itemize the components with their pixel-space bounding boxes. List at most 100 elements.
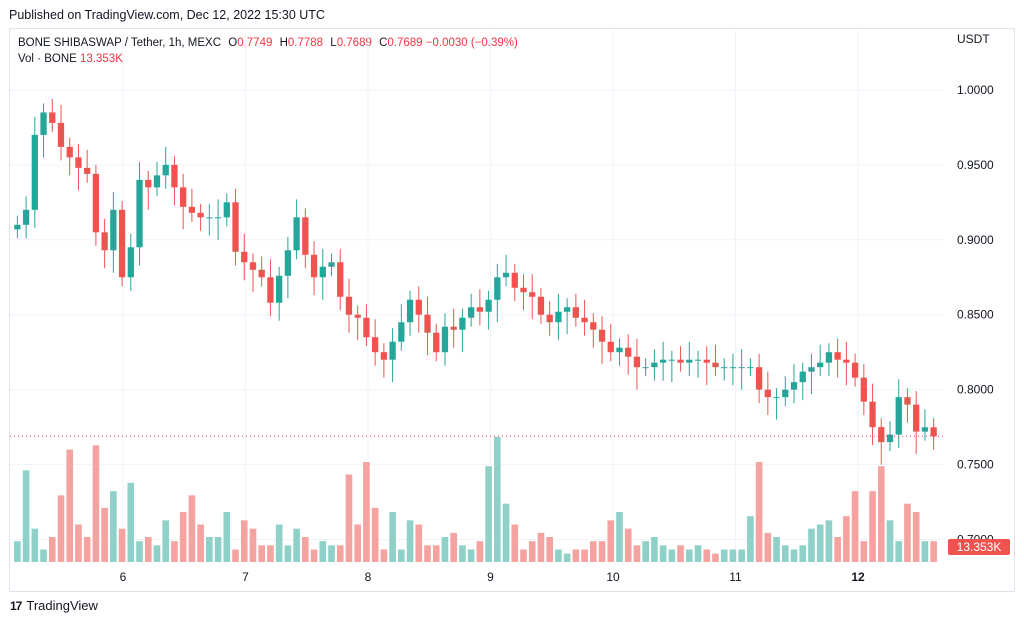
volume-bar: [31, 528, 39, 562]
candle-body: [834, 352, 841, 360]
volume-bar: [546, 537, 553, 562]
candle-body: [677, 359, 684, 363]
candle-body: [84, 167, 91, 174]
volume-bar: [816, 524, 824, 562]
candle-body: [563, 307, 571, 312]
candle-body: [380, 352, 388, 360]
candle-body: [790, 382, 798, 390]
x-tick-label: 12: [851, 570, 865, 584]
candle-body: [860, 377, 867, 402]
x-tick-label: 6: [120, 570, 127, 584]
candle-body: [363, 317, 370, 338]
candle-body: [232, 202, 239, 252]
volume-bar: [136, 541, 143, 562]
volume-bar: [677, 545, 684, 562]
candle-body: [755, 367, 763, 390]
volume-bar: [930, 541, 937, 562]
candle-body: [851, 362, 859, 378]
candle-body: [633, 356, 641, 368]
volume-label[interactable]: Vol · BONE: [18, 53, 77, 65]
candle-body: [694, 359, 702, 361]
volume-bar: [40, 549, 47, 562]
volume-bar: [171, 541, 178, 562]
volume-bar: [214, 537, 222, 562]
volume-bar: [240, 520, 248, 562]
volume-bar: [843, 516, 850, 562]
candle-body: [92, 173, 100, 233]
candle-body: [441, 326, 449, 353]
chart-frame[interactable]: [9, 28, 1015, 592]
candle-body: [703, 359, 710, 363]
currency-label: USDT: [957, 32, 990, 46]
candle-body: [930, 427, 937, 437]
candle-body: [782, 389, 789, 398]
candle-body: [354, 314, 361, 318]
volume-bar: [616, 512, 623, 562]
candle-body: [293, 217, 300, 251]
volume-bar: [162, 520, 170, 562]
y-tick-label: 0.9000: [957, 233, 994, 247]
volume-bar: [485, 466, 492, 562]
y-tick-label: 0.8000: [957, 383, 994, 397]
x-tick-label: 11: [729, 570, 742, 584]
volume-bar: [563, 553, 571, 562]
candle-body: [799, 371, 806, 383]
high-key: H: [279, 37, 288, 49]
volume-bar: [720, 549, 728, 562]
tradingview-logo[interactable]: 17 TradingView: [10, 598, 98, 613]
volume-bar: [284, 545, 292, 562]
volume-bar: [92, 445, 100, 562]
volume-bar: [494, 437, 501, 562]
volume-bar: [537, 532, 545, 562]
candle-body: [476, 307, 484, 312]
volume-bar: [127, 482, 135, 562]
candle-body: [415, 299, 422, 315]
candle-body: [171, 164, 178, 188]
open-key: O: [228, 37, 238, 49]
candle-body: [485, 299, 492, 312]
candle-body: [258, 269, 265, 278]
volume-bar: [502, 503, 510, 562]
volume-bar: [703, 549, 711, 562]
candle-body: [389, 341, 396, 360]
volume-bar: [764, 532, 772, 562]
volume-bar: [729, 549, 737, 562]
volume-bar: [371, 507, 379, 562]
candle-body: [66, 146, 73, 158]
candle-body: [310, 254, 318, 278]
volume-bar: [354, 524, 362, 562]
candle-body: [616, 347, 623, 353]
candle-body: [572, 307, 579, 318]
candle-body: [729, 367, 737, 369]
volume-bar: [755, 462, 763, 562]
volume-bar: [118, 528, 126, 562]
candle-body: [598, 329, 606, 342]
candle-body: [136, 179, 143, 248]
candle-body: [511, 272, 518, 288]
low-value: 0.7689: [336, 37, 372, 49]
symbol-label[interactable]: BONE SHIBASWAP / Tether, 1h, MEXC: [18, 37, 222, 49]
volume-bar: [48, 537, 56, 562]
candle-body: [14, 224, 21, 230]
candle-body: [319, 266, 326, 278]
candle-body: [529, 292, 536, 297]
last-volume-tag: 13.353K: [948, 539, 1010, 555]
volume-bar: [572, 549, 580, 562]
x-tick-label: 10: [606, 570, 620, 584]
volume-bar: [694, 545, 702, 562]
volume-bar: [22, 470, 30, 562]
published-caption: Published on TradingView.com, Dec 12, 20…: [9, 8, 325, 22]
volume-bar: [685, 549, 693, 562]
volume-bar: [319, 541, 327, 562]
volume-row: Vol · BONE 13.353K: [18, 51, 518, 67]
candle-body: [808, 367, 815, 372]
candle-body: [467, 307, 475, 318]
volume-bar: [825, 520, 833, 562]
candle-body: [546, 314, 553, 323]
volume-bar: [267, 545, 274, 562]
candle-body: [555, 311, 562, 323]
ohlc-row: BONE SHIBASWAP / Tether, 1h, MEXC O0.774…: [18, 35, 518, 51]
y-tick-label: 1.0000: [957, 83, 994, 97]
volume-bar: [624, 528, 632, 562]
